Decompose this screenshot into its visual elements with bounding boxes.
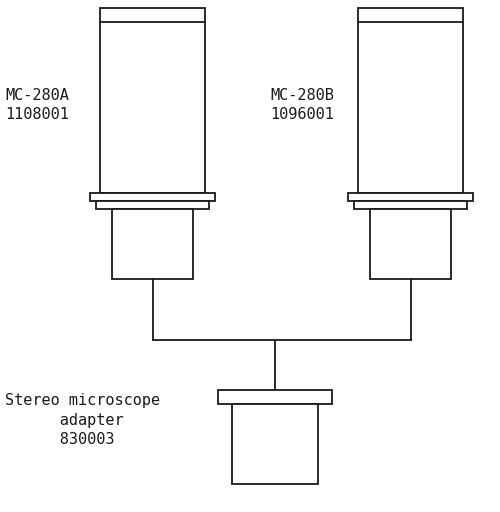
Bar	[348, 193, 473, 201]
Bar	[232, 404, 318, 484]
Text: MC-280B
1096001: MC-280B 1096001	[270, 88, 334, 122]
Text: Stereo microscope
      adapter
      830003: Stereo microscope adapter 830003	[5, 393, 160, 447]
Text: MC-280A
1108001: MC-280A 1108001	[5, 88, 69, 122]
Bar	[96, 201, 209, 209]
Bar	[90, 193, 215, 201]
Bar	[358, 8, 463, 193]
Bar	[100, 8, 205, 193]
Bar	[218, 390, 332, 404]
Bar	[370, 209, 451, 279]
Bar	[112, 209, 193, 279]
Bar	[354, 201, 467, 209]
